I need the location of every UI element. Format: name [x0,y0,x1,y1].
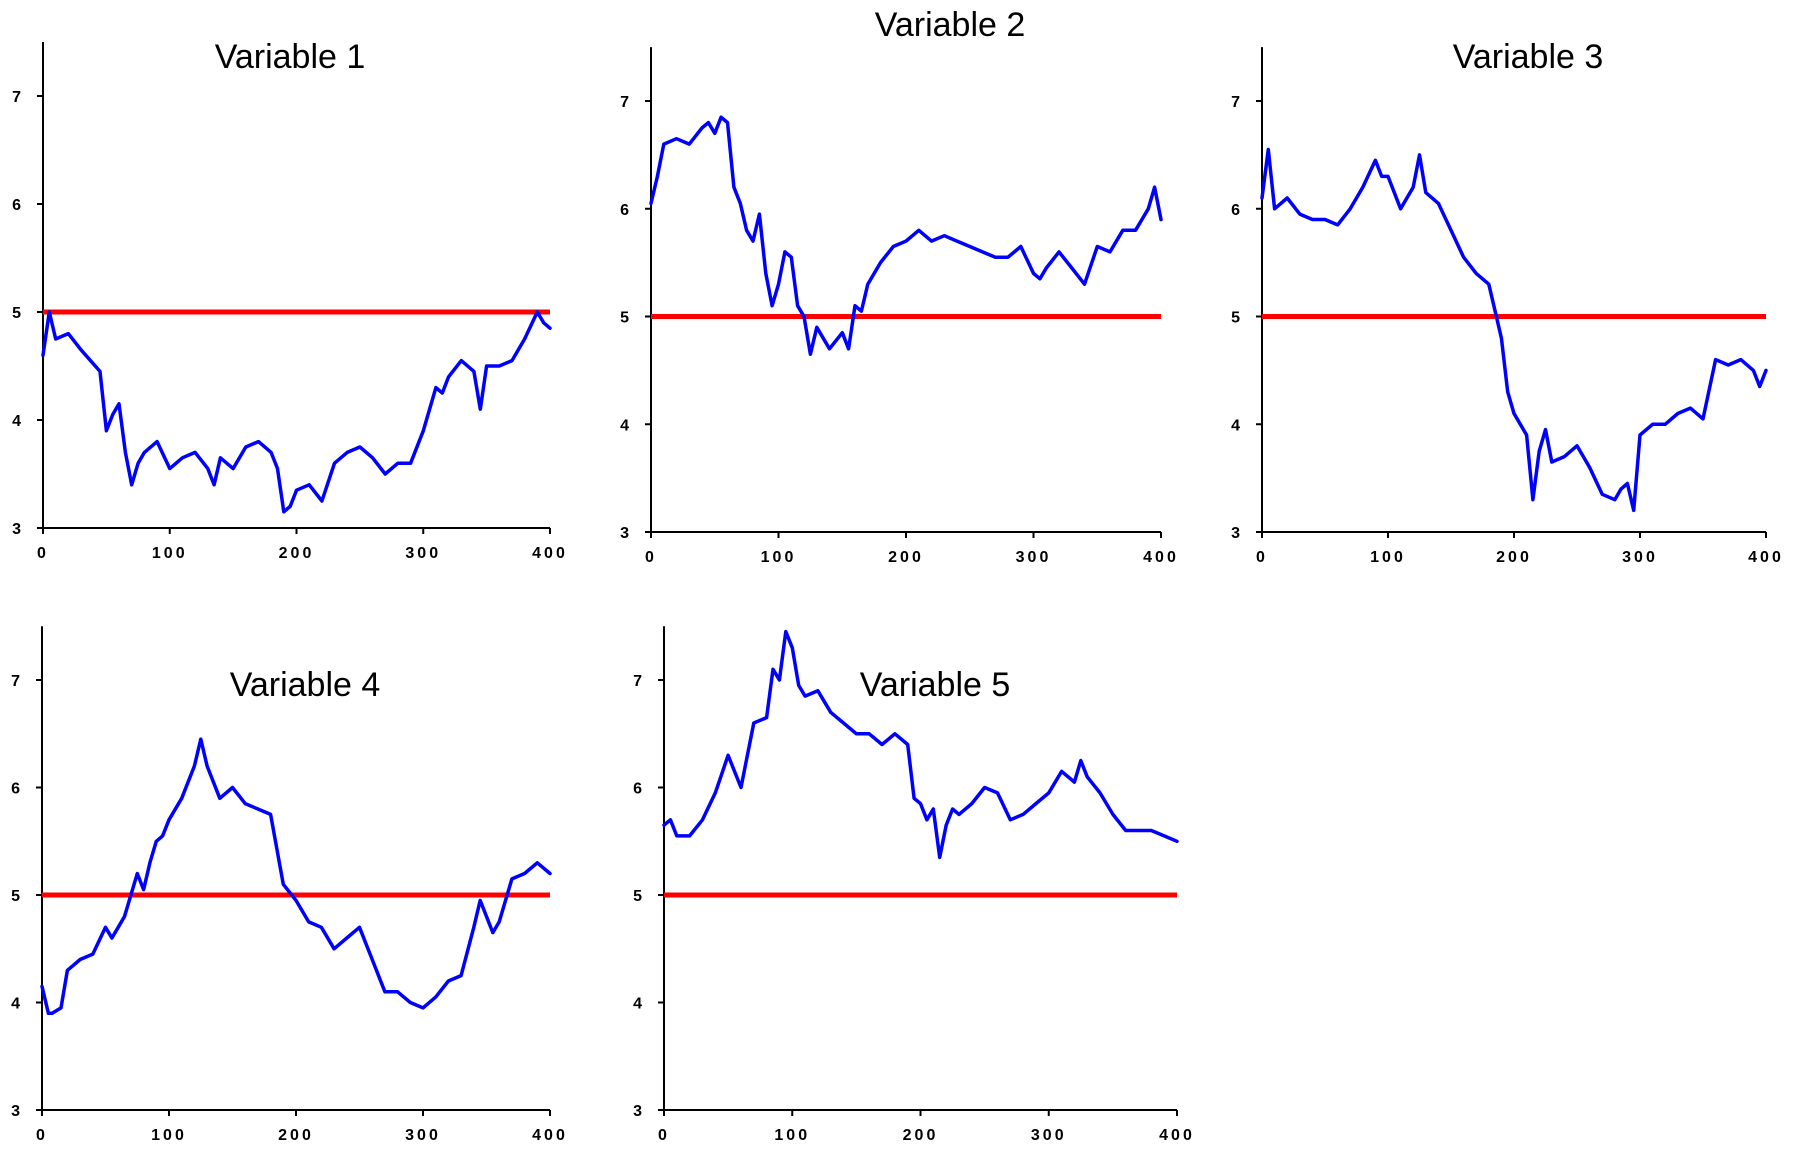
panel-4-x-tick-label: 0 [36,1127,48,1144]
panel-4-title: Variable 4 [230,666,381,704]
panel-5-x-tick-label: 400 [1159,1127,1195,1144]
panel-1-x-tick-label: 0 [37,545,49,562]
panel-3-x-tick-label: 300 [1622,549,1658,566]
panel-5-x-tick-label: 0 [658,1127,670,1144]
panel-1-x-tick-label: 400 [532,545,568,562]
panel-1-title: Variable 1 [215,38,366,76]
panel-5-y-tick-label: 7 [633,673,642,690]
panel-2-x-tick-label: 0 [645,549,657,566]
panel-2-y-tick-label: 6 [620,202,629,219]
panel-3-y-tick-label: 3 [1231,525,1240,542]
panel-4: Variable 4 3 4 5 6 7 0 100 200 300 400 [11,626,568,1144]
panel-3-y-tick-label: 7 [1231,94,1240,111]
panel-3-y-tick-label: 4 [1231,417,1240,434]
panel-3-series-line [1260,147,1768,513]
panel-2-title: Variable 2 [875,6,1026,44]
panel-4-y-tick-label: 5 [11,888,20,905]
panel-5: Variable 5 3 4 5 6 7 0 100 200 300 400 [633,626,1195,1144]
panel-2-series-line [649,115,1163,356]
panel-3-x-tick-label: 100 [1370,549,1406,566]
panel-3-title: Variable 3 [1453,38,1604,76]
panel-2-x-tick-label: 100 [761,549,797,566]
panel-3-y-tick-label: 5 [1231,310,1240,327]
panel-3-y-tick-label: 6 [1231,202,1240,219]
panel-1-x-tick-label: 200 [279,545,315,562]
panel-4-x-tick-label: 200 [278,1127,314,1144]
panel-4-series-line [40,737,552,1016]
panel-1-y-tick-label: 6 [12,197,21,214]
panel-3-x-tick-label: 0 [1256,549,1268,566]
panel-4-x-tick-label: 300 [405,1127,441,1144]
panel-1-y-tick-label: 5 [12,305,21,322]
panel-2-y-tick-label: 3 [620,525,629,542]
panel-1-series-line [41,310,552,514]
panel-4-y-tick-label: 6 [11,781,20,798]
panel-1-y-tick-label: 4 [12,413,21,430]
panel-5-x-tick-label: 300 [1031,1127,1067,1144]
panel-3-x-tick-label: 200 [1496,549,1532,566]
panel-5-y-tick-label: 5 [633,888,642,905]
panel-4-x-tick-label: 400 [532,1127,568,1144]
panel-3: Variable 3 3 4 5 6 7 0 100 200 300 400 [1231,38,1784,566]
panel-1-x-tick-label: 300 [405,545,441,562]
panel-1: Variable 1 3 4 5 6 7 0 100 200 300 400 [12,38,568,562]
panel-5-y-tick-label: 4 [633,996,642,1013]
panel-5-x-tick-label: 200 [903,1127,939,1144]
panel-4-y-tick-label: 3 [11,1103,20,1120]
panel-2-y-tick-label: 4 [620,417,629,434]
panel-2-y-tick-label: 5 [620,310,629,327]
panel-5-x-tick-label: 100 [774,1127,810,1144]
panel-3-x-tick-label: 400 [1748,549,1784,566]
panel-5-title: Variable 5 [860,666,1011,704]
panel-2-x-tick-label: 400 [1143,549,1179,566]
panel-1-x-tick-label: 100 [152,545,188,562]
panel-2-x-tick-label: 200 [888,549,924,566]
panel-1-y-tick-label: 7 [12,89,21,106]
panel-2-y-tick-label: 7 [620,94,629,111]
panel-4-x-tick-label: 100 [151,1127,187,1144]
panel-1-y-tick-label: 3 [12,521,21,538]
panel-2: Variable 2 3 4 5 6 7 0 100 200 300 400 [620,6,1179,566]
panel-2-x-tick-label: 300 [1016,549,1052,566]
panel-4-y-tick-label: 4 [11,996,20,1013]
panel-5-series-line [662,629,1179,860]
panel-4-y-tick-label: 7 [11,673,20,690]
panel-5-y-tick-label: 3 [633,1103,642,1120]
panel-5-y-tick-label: 6 [633,781,642,798]
